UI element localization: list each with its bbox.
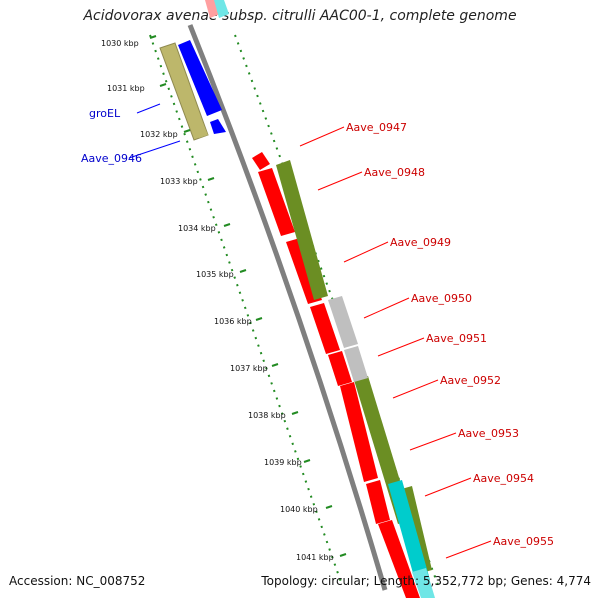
right-label-lines <box>299 126 492 559</box>
ruler-tick-mark <box>239 269 247 273</box>
gene-label-connector <box>317 171 363 191</box>
ruler-tick-mark <box>183 129 191 133</box>
ruler-tick-mark <box>339 553 347 557</box>
gene-label: Aave_0954 <box>473 472 534 485</box>
ruler-tick-label: 1041 kbp <box>296 553 334 562</box>
cds-red-4 <box>310 303 340 354</box>
gene-label: Aave_0948 <box>364 166 425 179</box>
gene-blue-grol <box>178 40 222 116</box>
gene-label: groEL <box>89 107 121 120</box>
ruler-tick-label: 1033 kbp <box>160 177 198 186</box>
cds-gray-1 <box>328 296 358 348</box>
gene-label: Aave_0947 <box>346 121 407 134</box>
map-title: Acidovorax avenae subsp. citrulli AAC00-… <box>83 8 517 24</box>
cds-olive-1 <box>276 160 328 300</box>
ruler-tick-label: 1036 kbp <box>214 317 252 326</box>
ruler-tick-label: 1038 kbp <box>248 411 286 420</box>
ruler-tick-mark <box>223 223 231 227</box>
cds-red-6 <box>340 382 378 482</box>
left-cds-block <box>159 0 229 141</box>
ruler-tick-label: 1030 kbp <box>101 39 139 48</box>
gene-label-connector <box>128 140 181 159</box>
cds-gray-2 <box>344 346 368 382</box>
accession-text: Accession: NC_008752 <box>9 574 146 588</box>
ruler-tick-mark <box>255 317 263 321</box>
gene-label-connector <box>299 126 345 147</box>
cds-red-1 <box>252 152 270 170</box>
topology-text: Topology: circular; Length: 5,352,772 bp… <box>261 574 591 588</box>
gene-label-connector <box>409 432 457 451</box>
ruler-tick-label: 1035 kbp <box>196 270 234 279</box>
cds-cyan-bottom <box>412 568 435 598</box>
gene-label: Aave_0955 <box>493 535 554 548</box>
gene-label: Aave_0952 <box>440 374 501 387</box>
ruler-tick-mark <box>207 177 215 181</box>
cds-red-2 <box>258 168 295 236</box>
gene-label: Aave_0949 <box>390 236 451 249</box>
gene-labels-left: groEL Aave_0946 <box>81 107 142 165</box>
cds-red-5 <box>328 351 352 386</box>
ruler-tick-mark <box>149 35 157 39</box>
ruler-tick-label: 1034 kbp <box>178 224 216 233</box>
ruler-tick-label: 1031 kbp <box>107 84 145 93</box>
gene-label-connector <box>343 241 389 263</box>
gene-label: Aave_0951 <box>426 332 487 345</box>
gene-labels-right: Aave_0947 Aave_0948 Aave_0949 Aave_0950 Aave… <box>346 121 554 548</box>
ruler-tick-label: 1032 kbp <box>140 130 178 139</box>
gene-label-connector <box>445 540 492 559</box>
left-label-lines <box>128 103 181 159</box>
gene-label: Aave_0950 <box>411 292 472 305</box>
right-cds-block <box>252 152 435 598</box>
ruler-tick-label: 1039 kbp <box>264 458 302 467</box>
gene-label-connector <box>377 337 425 357</box>
gene-label-connector <box>424 477 472 497</box>
ruler-group: 1030 kbp 1031 kbp 1032 kbp 1033 kbp 1034 kbp… <box>101 35 347 562</box>
ruler-tick-label: 1037 kbp <box>230 364 268 373</box>
cds-red-8 <box>378 520 420 598</box>
gene-khaki-small <box>194 123 208 138</box>
cds-red-7 <box>366 480 390 524</box>
gene-label: Aave_0946 <box>81 152 142 165</box>
ruler-tick-label: 1040 kbp <box>280 505 318 514</box>
ruler-tick-mark <box>291 411 299 415</box>
ruler-tick-mark <box>303 459 311 463</box>
cds-cyan-1 <box>388 480 430 584</box>
gene-label-connector <box>392 379 439 399</box>
ruler-tick-mark <box>271 363 279 367</box>
gene-cyan-top <box>214 0 229 18</box>
genome-backbone <box>187 24 388 591</box>
gene-label-connector <box>363 297 410 319</box>
gene-label: Aave_0953 <box>458 427 519 440</box>
outer-ring-left <box>149 34 343 586</box>
ruler-tick-mark <box>325 505 333 509</box>
ruler-tick-mark <box>159 83 167 87</box>
gene-label-connector <box>136 103 161 114</box>
gene-blue-small <box>210 119 226 134</box>
